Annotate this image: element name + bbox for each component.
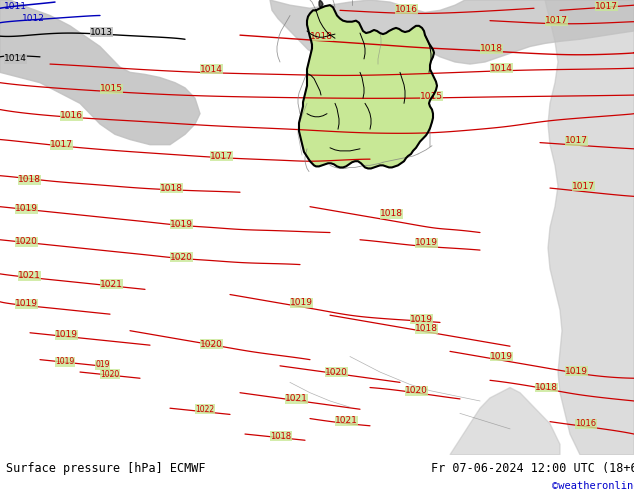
Text: 1022: 1022 bbox=[195, 405, 214, 414]
Text: 1018: 1018 bbox=[480, 44, 503, 53]
Text: 1018: 1018 bbox=[535, 383, 558, 392]
Text: 1018: 1018 bbox=[270, 432, 291, 441]
Text: 1017: 1017 bbox=[572, 181, 595, 191]
Text: 1017: 1017 bbox=[565, 136, 588, 145]
Polygon shape bbox=[270, 0, 634, 64]
Text: 1020: 1020 bbox=[325, 368, 348, 376]
Text: 1021: 1021 bbox=[100, 280, 123, 289]
Text: 1017: 1017 bbox=[595, 1, 618, 11]
Text: 019: 019 bbox=[95, 360, 110, 369]
Text: 1014: 1014 bbox=[490, 64, 513, 73]
Text: 1015: 1015 bbox=[100, 84, 123, 94]
Text: 1018: 1018 bbox=[380, 209, 403, 219]
Text: Fr 07-06-2024 12:00 UTC (18+66): Fr 07-06-2024 12:00 UTC (18+66) bbox=[431, 463, 634, 475]
Text: 1019: 1019 bbox=[290, 298, 313, 307]
Text: 1019: 1019 bbox=[415, 238, 438, 247]
Text: 1019: 1019 bbox=[15, 299, 38, 308]
Text: 1019: 1019 bbox=[55, 357, 74, 366]
Text: 1019: 1019 bbox=[15, 204, 38, 213]
Text: 1016: 1016 bbox=[575, 419, 596, 428]
Text: 1019: 1019 bbox=[170, 220, 193, 229]
Text: 1018: 1018 bbox=[415, 324, 438, 333]
Text: 1020: 1020 bbox=[100, 369, 119, 379]
Text: 1020: 1020 bbox=[200, 340, 223, 349]
Text: 1020: 1020 bbox=[15, 237, 38, 246]
Text: 1014: 1014 bbox=[200, 65, 223, 74]
Polygon shape bbox=[0, 0, 200, 145]
Polygon shape bbox=[299, 5, 437, 169]
Text: 1021: 1021 bbox=[285, 394, 308, 403]
Text: 1018: 1018 bbox=[310, 32, 333, 41]
Text: 1017: 1017 bbox=[545, 16, 568, 25]
Text: 1019: 1019 bbox=[490, 352, 513, 361]
Text: Surface pressure [hPa] ECMWF: Surface pressure [hPa] ECMWF bbox=[6, 463, 206, 475]
Text: 1021: 1021 bbox=[18, 271, 41, 280]
Text: 1019: 1019 bbox=[55, 330, 78, 340]
Text: 1016: 1016 bbox=[395, 5, 418, 14]
Polygon shape bbox=[450, 388, 560, 455]
Text: 1012: 1012 bbox=[22, 14, 45, 23]
Text: 1014: 1014 bbox=[4, 54, 27, 63]
Polygon shape bbox=[545, 0, 634, 455]
Text: 1020: 1020 bbox=[170, 253, 193, 262]
Polygon shape bbox=[319, 0, 323, 7]
Text: 1017: 1017 bbox=[210, 151, 233, 161]
Text: 1015: 1015 bbox=[420, 92, 443, 100]
Text: 1019: 1019 bbox=[410, 315, 433, 324]
Text: 1019: 1019 bbox=[565, 367, 588, 375]
Text: 1017: 1017 bbox=[50, 140, 73, 149]
Text: ©weatheronline.co.uk: ©weatheronline.co.uk bbox=[552, 482, 634, 490]
Text: 1016: 1016 bbox=[60, 111, 83, 120]
Text: 1013: 1013 bbox=[90, 27, 113, 37]
Text: 1020: 1020 bbox=[405, 386, 428, 395]
Text: 1021: 1021 bbox=[335, 416, 358, 425]
Text: 1011: 1011 bbox=[4, 1, 27, 11]
Text: 1018: 1018 bbox=[18, 175, 41, 184]
Text: 1018: 1018 bbox=[160, 184, 183, 193]
